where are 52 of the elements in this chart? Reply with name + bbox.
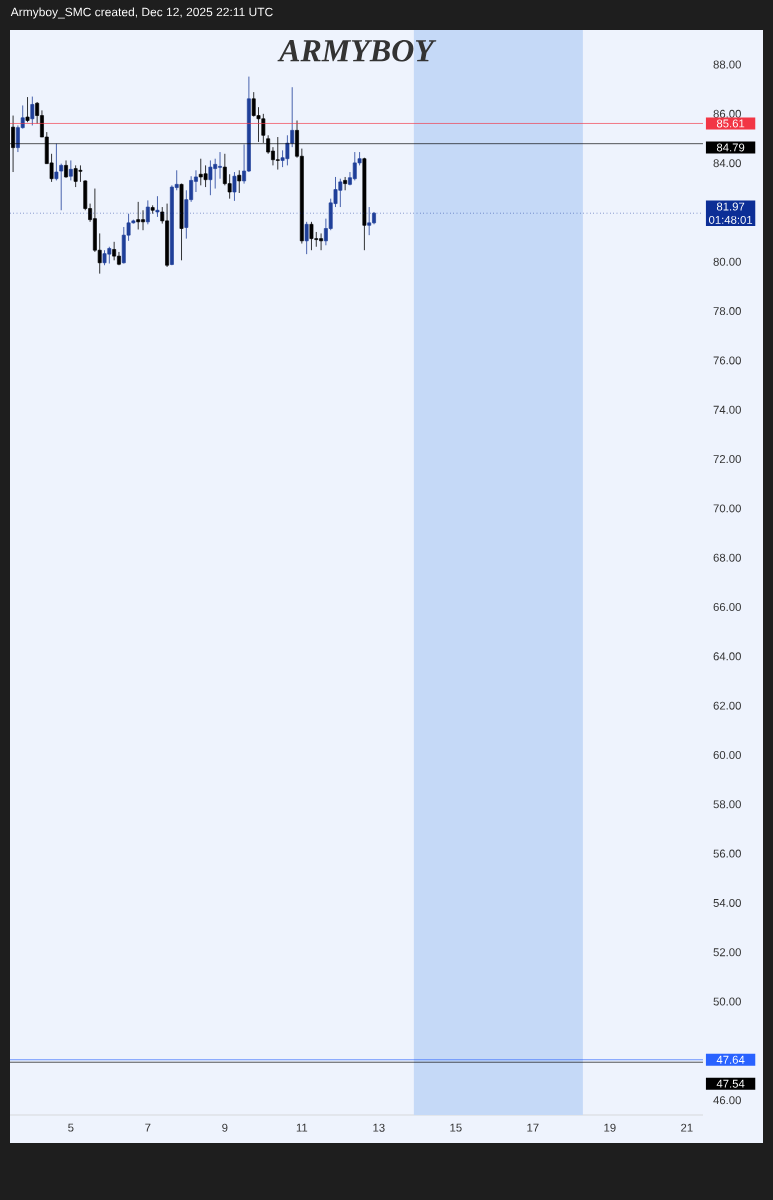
candlestick bbox=[237, 169, 242, 194]
y-tick-label: 78.00 bbox=[713, 307, 741, 316]
x-tick-label: 17 bbox=[527, 1123, 539, 1132]
ref-line-label: 85.61 bbox=[716, 119, 745, 128]
candlestick bbox=[343, 176, 348, 191]
ref-line-label: 47.64 bbox=[716, 1055, 745, 1064]
ref-line-label: 84.79 bbox=[716, 143, 745, 152]
y-tick-label: 72.00 bbox=[713, 455, 741, 464]
y-tick-label: 54.00 bbox=[713, 898, 741, 907]
y-tick-label: 66.00 bbox=[713, 603, 741, 612]
y-tick-label: 58.00 bbox=[713, 800, 741, 809]
candlestick bbox=[54, 143, 59, 181]
candlestick bbox=[203, 164, 208, 188]
ref-line-label: 81.97 01:48:01 bbox=[708, 202, 753, 224]
x-tick-label: 15 bbox=[450, 1123, 462, 1132]
x-tick-label: 13 bbox=[373, 1123, 385, 1132]
text: Armyboy_SMC created, Dec 12, 2025 22:11 UTC bbox=[10, 7, 273, 19]
x-tick-label: 9 bbox=[222, 1123, 228, 1132]
candlestick bbox=[290, 86, 295, 148]
candlestick bbox=[136, 201, 141, 230]
y-tick-label: 68.00 bbox=[713, 553, 741, 562]
y-tick-label: 70.00 bbox=[713, 504, 741, 513]
candlestick bbox=[145, 199, 150, 225]
y-tick-label: 84.00 bbox=[713, 159, 741, 168]
y-tick-label: 80.00 bbox=[713, 257, 741, 266]
candlestick bbox=[232, 171, 237, 202]
x-tick-label: 7 bbox=[145, 1123, 151, 1132]
candlestick bbox=[155, 195, 160, 218]
y-tick-label: 50.00 bbox=[713, 997, 741, 1006]
x-tick-label: 5 bbox=[68, 1123, 74, 1132]
candlestick bbox=[304, 221, 309, 255]
y-tick-label: 52.00 bbox=[713, 948, 741, 957]
y-tick-label: 76.00 bbox=[713, 356, 741, 365]
x-tick-label: 11 bbox=[296, 1123, 308, 1132]
x-tick-label: 19 bbox=[604, 1123, 616, 1132]
candlestick bbox=[68, 160, 73, 181]
candlestick bbox=[367, 206, 372, 236]
candlestick bbox=[25, 96, 30, 123]
y-tick-label: 64.00 bbox=[713, 652, 741, 661]
y-tick-label: 62.00 bbox=[713, 701, 741, 710]
ref-line-label: 47.54 bbox=[716, 1079, 745, 1088]
candlestick bbox=[208, 160, 213, 196]
y-tick-label: 56.00 bbox=[713, 849, 741, 858]
y-tick-label: 74.00 bbox=[713, 405, 741, 414]
y-tick-label: 60.00 bbox=[713, 750, 741, 759]
candlestick bbox=[30, 96, 35, 126]
y-tick-label: 46.00 bbox=[713, 1096, 741, 1105]
x-tick-label: 21 bbox=[681, 1123, 693, 1132]
y-tick-label: 86.00 bbox=[713, 109, 741, 118]
candlestick bbox=[112, 241, 117, 261]
y-tick-label: 88.00 bbox=[713, 60, 741, 69]
chart-title: ARMYBOY bbox=[277, 40, 437, 62]
